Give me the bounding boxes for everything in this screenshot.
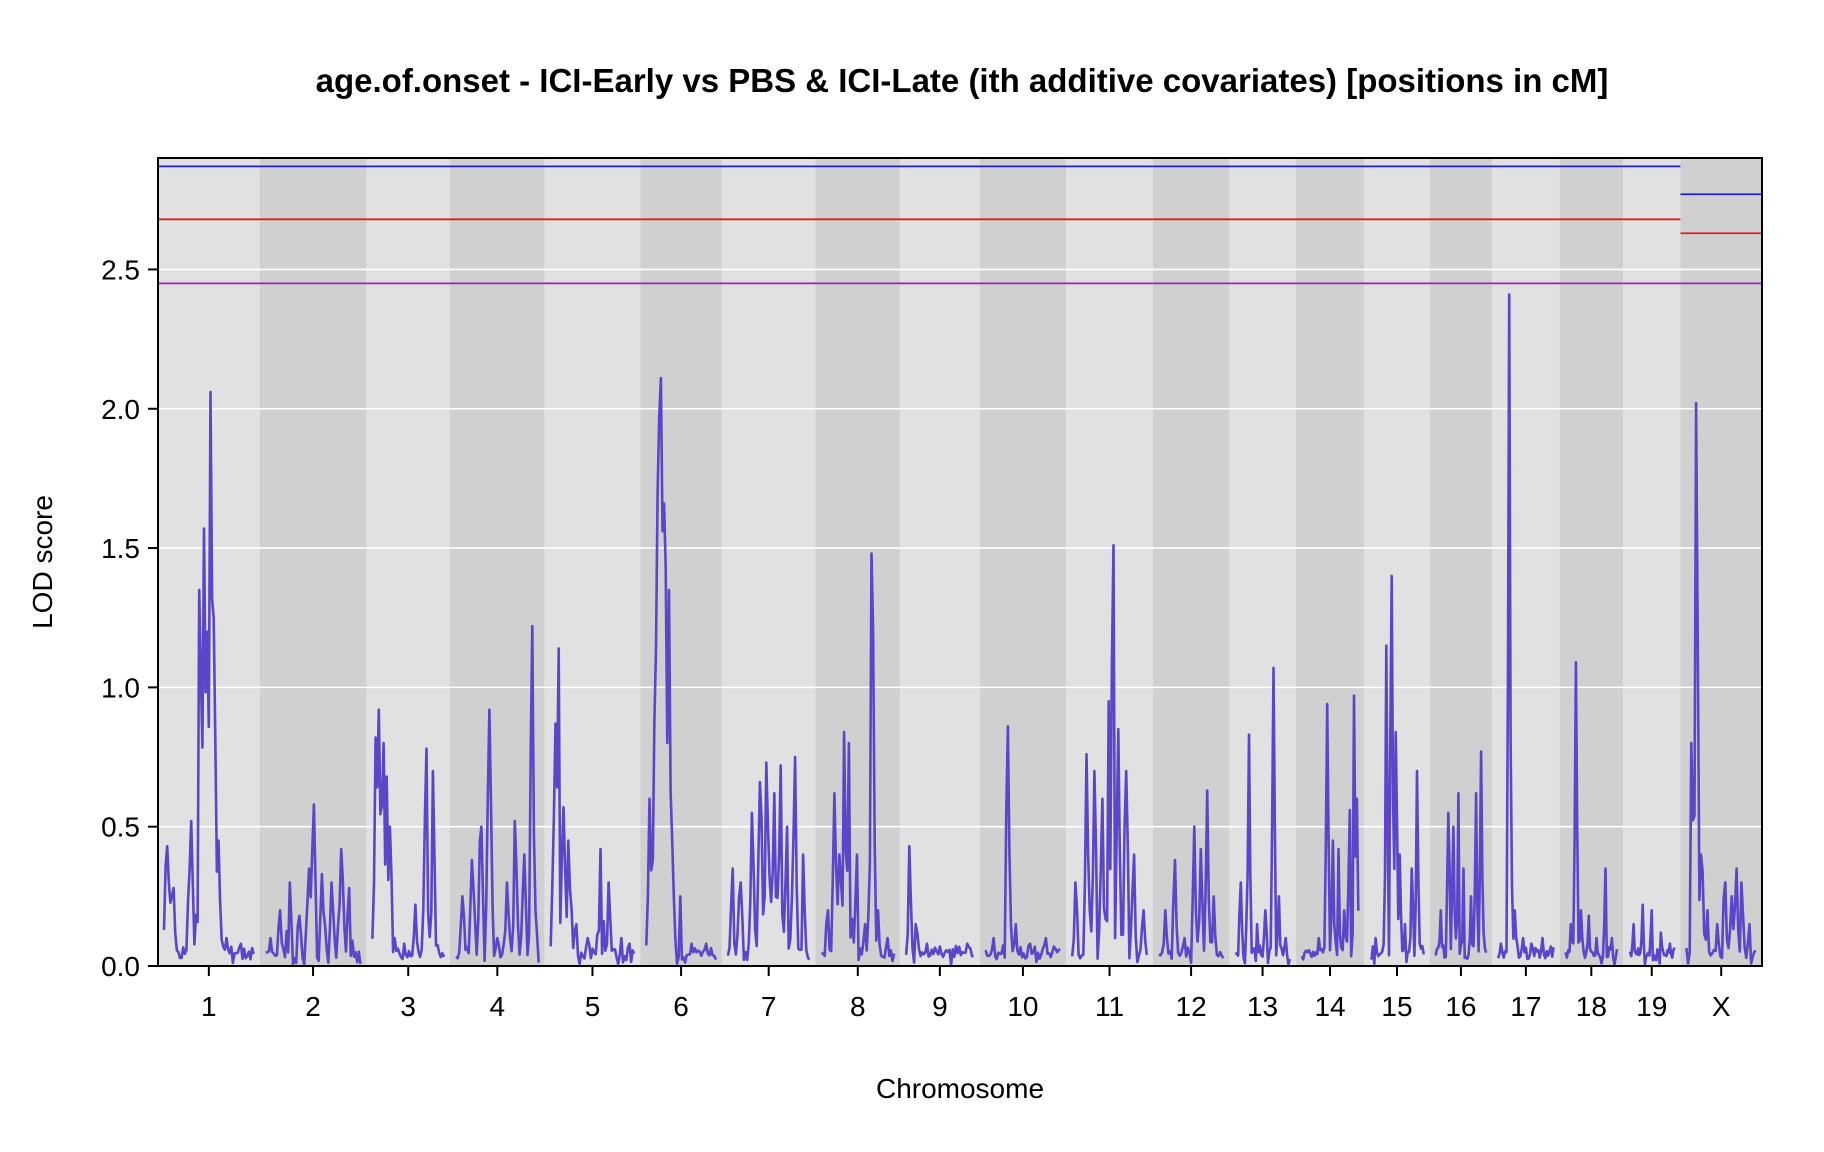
x-tick-label-chr-1: 1 xyxy=(201,991,217,1022)
x-tick-label-chr-15: 15 xyxy=(1381,991,1412,1022)
threshold-lines xyxy=(158,165,1762,285)
x-axis-label: Chromosome xyxy=(876,1073,1044,1104)
x-tick-label-chr-14: 14 xyxy=(1314,991,1345,1022)
lod-curve-chr-4 xyxy=(455,624,540,963)
x-tick-label-chr-X: X xyxy=(1712,991,1731,1022)
x-tick-label-chr-16: 16 xyxy=(1445,991,1476,1022)
lod-curve-chr-2 xyxy=(265,803,362,967)
x-tick-label-chr-4: 4 xyxy=(490,991,506,1022)
plot-frame xyxy=(157,157,1763,967)
x-tick-label-chr-18: 18 xyxy=(1576,991,1607,1022)
lod-curve-chr-13 xyxy=(1234,666,1292,966)
x-tick-label-chr-3: 3 xyxy=(400,991,416,1022)
x-tick-label-chr-9: 9 xyxy=(932,991,948,1022)
chart-title: age.of.onset - ICI-Early vs PBS & ICI-La… xyxy=(316,62,1609,99)
lod-curve-chr-1 xyxy=(162,390,255,965)
lod-curve-chr-3 xyxy=(371,708,446,961)
band-chr-3 xyxy=(366,158,451,966)
x-tick-label-chr-10: 10 xyxy=(1007,991,1038,1022)
lod-curve-chr-6 xyxy=(645,376,718,965)
x-tick-label-chr-5: 5 xyxy=(585,991,601,1022)
lod-curve-chr-16 xyxy=(1434,750,1488,961)
lod-curve-chr-10 xyxy=(984,725,1061,964)
lod-curve-chr-14 xyxy=(1300,694,1360,961)
y-axis-ticks: 0.0 0.5 1.0 1.5 2.0 2.5 xyxy=(101,254,158,982)
lod-curve-chr-8 xyxy=(820,552,896,963)
band-chr-17 xyxy=(1492,158,1560,966)
x-tick-label-chr-7: 7 xyxy=(761,991,777,1022)
y-tick-label-2: 1.0 xyxy=(101,672,140,703)
band-chr-12 xyxy=(1152,158,1230,966)
y-axis-label: LOD score xyxy=(27,495,58,629)
lod-curve-chr-17 xyxy=(1496,293,1555,961)
lod-curve-chr-X xyxy=(1685,401,1757,965)
lod-curve-chr-12 xyxy=(1158,789,1225,965)
x-tick-label-chr-19: 19 xyxy=(1636,991,1667,1022)
lod-curve-chr-15 xyxy=(1369,574,1425,965)
x-tick-label-chr-11: 11 xyxy=(1095,991,1124,1022)
lod-curve-chr-19 xyxy=(1628,903,1676,966)
x-tick-label-chr-8: 8 xyxy=(850,991,866,1022)
x-tick-label-chr-13: 13 xyxy=(1247,991,1278,1022)
x-tick-label-chr-2: 2 xyxy=(305,991,321,1022)
lod-curves xyxy=(162,293,1757,967)
y-tick-label-3: 1.5 xyxy=(101,533,140,564)
y-tick-label-5: 2.5 xyxy=(101,254,140,285)
x-tick-label-chr-17: 17 xyxy=(1510,991,1541,1022)
y-tick-label-4: 2.0 xyxy=(101,394,140,425)
x-axis-ticks: 1 2 3 4 5 6 7 8 9 10 11 12 13 14 15 16 17 18 19 X xyxy=(201,966,1731,1022)
x-tick-label-chr-12: 12 xyxy=(1176,991,1207,1022)
lod-curve-chr-11 xyxy=(1070,544,1149,964)
chromosome-bands xyxy=(158,158,1762,966)
band-chr-19 xyxy=(1623,158,1681,966)
lod-curve-chr-5 xyxy=(549,647,636,966)
band-chr-18 xyxy=(1559,158,1624,966)
y-tick-label-1: 0.5 xyxy=(101,812,140,843)
band-chr-X xyxy=(1680,158,1762,966)
lod-curve-chr-7 xyxy=(726,755,811,962)
band-chr-10 xyxy=(979,158,1067,966)
band-chr-9 xyxy=(900,158,980,966)
lod-curve-chr-9 xyxy=(904,844,974,967)
band-chr-8 xyxy=(815,158,901,966)
lod-curve-chr-18 xyxy=(1564,661,1619,966)
band-chr-13 xyxy=(1229,158,1296,966)
x-tick-label-chr-6: 6 xyxy=(673,991,689,1022)
y-tick-label-0: 0.0 xyxy=(101,951,140,982)
